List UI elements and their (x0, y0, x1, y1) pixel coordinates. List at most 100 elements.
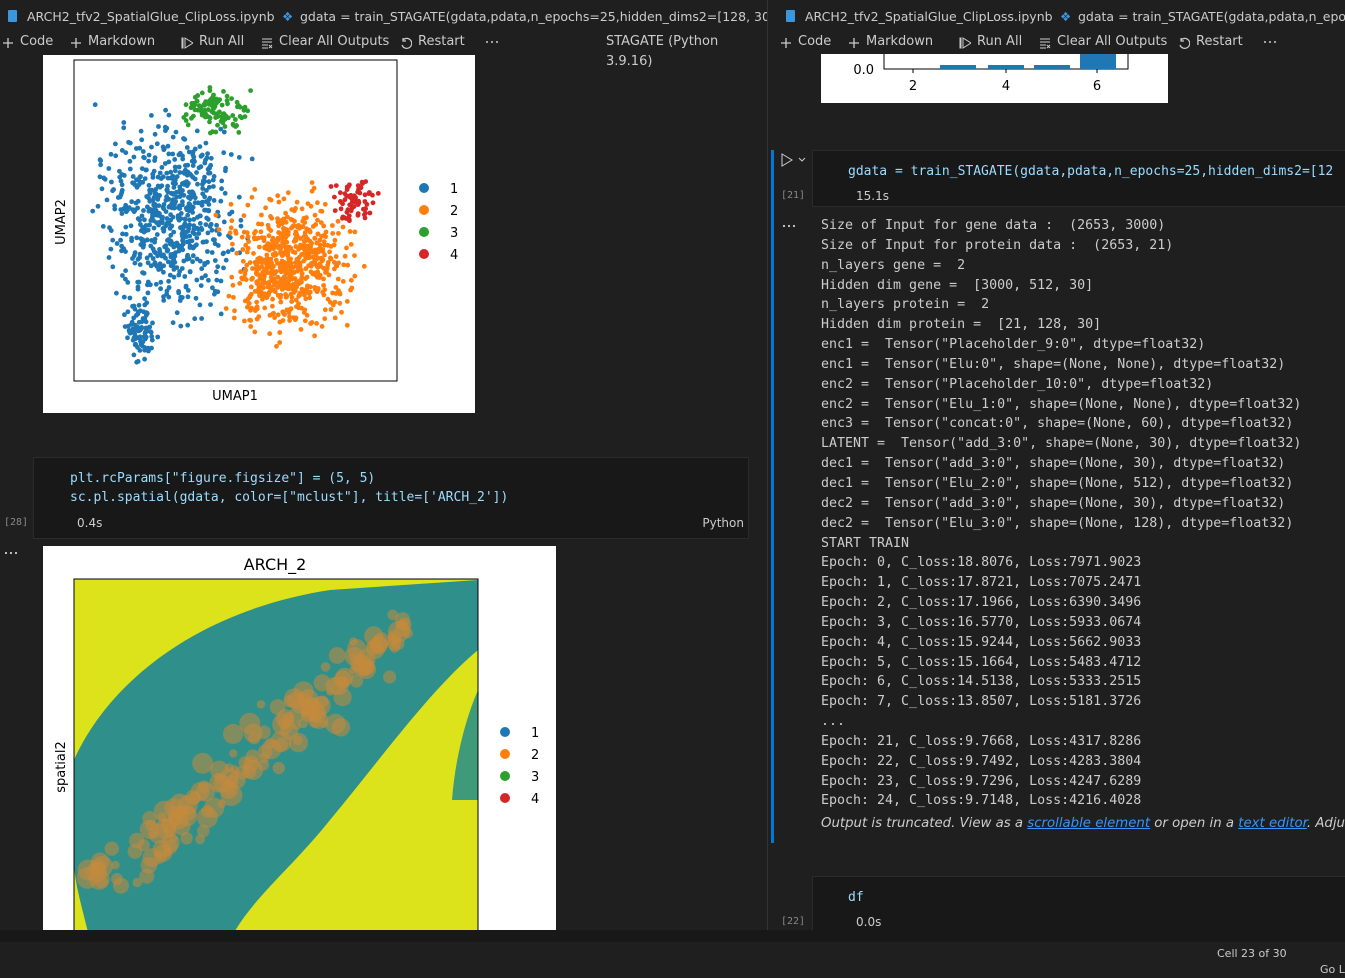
umap-point (159, 253, 165, 259)
tissue-spot (293, 735, 303, 746)
umap-point (236, 155, 242, 160)
umap-point (166, 151, 172, 157)
figure-background (43, 55, 475, 413)
toolbar-button[interactable]: Clear All Outputs (279, 34, 390, 49)
umap-point (142, 176, 148, 181)
code-cell[interactable]: gdata = train_STAGATE(gdata,pdata,n_epoc… (812, 150, 1345, 207)
umap-point (252, 288, 258, 294)
umap-point (244, 249, 250, 255)
toolbar-button[interactable]: Run All (199, 34, 245, 49)
umap-point (125, 280, 131, 285)
umap-point (161, 298, 167, 303)
run-button (781, 153, 793, 167)
umap-point (145, 227, 151, 233)
output-line: dec2 = Tensor("Elu_3:0", shape=(None, 12… (821, 515, 1294, 531)
umap-point (264, 252, 270, 258)
umap-point (234, 250, 240, 256)
umap-point (188, 193, 194, 199)
breadcrumb[interactable]: gdata = train_STAGATE(gdata,pdata,n_epoc… (1078, 9, 1345, 24)
umap-point (176, 272, 182, 278)
umap-point (362, 215, 368, 221)
umap-point (90, 208, 96, 214)
umap-point (187, 269, 193, 274)
umap-point (183, 230, 188, 235)
output-line: dec2 = Tensor("add_3:0", shape=(None, 30… (821, 495, 1286, 511)
umap-point (188, 105, 194, 111)
toolbar-button[interactable]: Restart (418, 34, 465, 49)
tissue-spot (160, 818, 170, 828)
umap-point (315, 217, 320, 223)
umap-point (194, 128, 200, 134)
umap-point (92, 102, 98, 108)
x-tick-label: 4 (1002, 79, 1010, 94)
go-live[interactable]: Go L (1320, 963, 1345, 976)
umap-point (196, 231, 202, 236)
umap-point (256, 283, 262, 289)
tissue-spot (245, 749, 260, 764)
exec-count: [28] (4, 517, 29, 528)
breadcrumb[interactable]: gdata = train_STAGATE(gdata,pdata,n_epoc… (300, 9, 767, 24)
umap-point (275, 312, 281, 318)
axes-frame (73, 59, 398, 382)
umap-point (185, 252, 191, 258)
umap-point (123, 206, 129, 212)
output-line: n_layers protein = 2 (821, 297, 990, 313)
umap-point (167, 241, 173, 246)
umap-point (176, 217, 182, 223)
more-actions[interactable] (485, 32, 499, 59)
kernel[interactable]: STAGATE (Python 3.9.16) (606, 34, 719, 69)
umap-point (123, 268, 128, 274)
umap-point (275, 292, 281, 298)
umap-point (299, 286, 305, 292)
umap-point (289, 299, 295, 304)
toolbar-button[interactable]: Clear All Outputs (1057, 34, 1168, 49)
toolbar-icon (1178, 36, 1191, 56)
umap-point (248, 88, 254, 93)
umap-point (221, 265, 226, 271)
toolbar-button[interactable]: Run All (977, 34, 1023, 49)
umap-point (215, 289, 221, 295)
umap-point (176, 290, 182, 296)
toolbar-button[interactable]: Code (20, 34, 54, 49)
umap-point (312, 212, 318, 218)
umap-point (304, 226, 309, 232)
umap-point (161, 202, 167, 207)
icon (71, 38, 81, 48)
more-actions[interactable] (1263, 32, 1277, 59)
umap-point (170, 263, 176, 269)
link[interactable]: text editor (1238, 816, 1307, 831)
code-cell[interactable]: plt.rcParams["figure.figsize"] = (5, 5) … (33, 457, 749, 539)
umap-point (318, 208, 324, 214)
umap-point (185, 239, 190, 245)
umap-point (282, 232, 288, 237)
umap-point (213, 212, 219, 218)
umap-point (248, 291, 254, 297)
toolbar-button[interactable]: Code (798, 34, 832, 49)
umap-point (241, 229, 247, 235)
cell-position[interactable]: Cell 23 of 30 (1217, 947, 1287, 960)
output-line: enc2 = Tensor("Placeholder_10:0", dtype=… (821, 376, 1214, 392)
tab-title[interactable]: ARCH2_tfv2_SpatialGlue_ClipLoss.ipynb (27, 9, 275, 24)
toolbar: STAGATE (Python 3.9.16) Code Markdown Run … (0, 32, 767, 69)
umap-point (229, 96, 235, 101)
umap-point (117, 168, 122, 174)
umap-point (225, 249, 231, 255)
umap-point (230, 241, 235, 247)
umap-point (344, 184, 350, 190)
umap-point (185, 322, 191, 328)
plot-title: ARCH_2 (244, 555, 307, 575)
y-axis-label: spatial2 (54, 741, 69, 793)
umap-point (148, 218, 154, 223)
toolbar-button[interactable]: Markdown (866, 34, 934, 49)
toolbar-button[interactable]: Restart (1196, 34, 1243, 49)
code-cell[interactable]: df 0.0s (812, 876, 1345, 930)
cell-language[interactable]: Python (702, 516, 744, 530)
link[interactable]: scrollable element (1027, 816, 1151, 831)
umap-point (328, 184, 334, 189)
umap-point (267, 279, 272, 285)
umap-point (288, 216, 294, 222)
tab-title[interactable]: ARCH2_tfv2_SpatialGlue_ClipLoss.ipynb (805, 9, 1053, 24)
umap-point (199, 266, 205, 272)
toolbar-button[interactable]: Markdown (88, 34, 156, 49)
umap-point (223, 306, 229, 311)
